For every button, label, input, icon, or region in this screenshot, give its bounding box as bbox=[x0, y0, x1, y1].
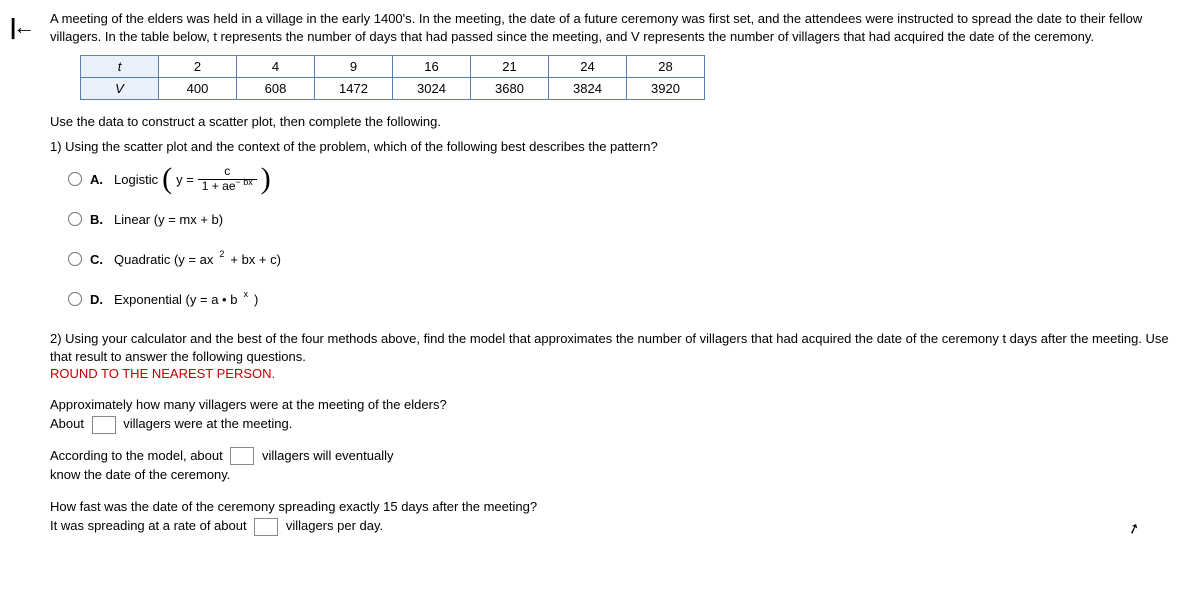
cell-v-2: 1472 bbox=[315, 78, 393, 100]
radio-b[interactable] bbox=[68, 212, 82, 226]
cell-t-1: 4 bbox=[237, 56, 315, 78]
q2c-pre: It was spreading at a rate of about bbox=[50, 518, 247, 533]
row-label-v: V bbox=[81, 78, 159, 100]
q2a-post: villagers were at the meeting. bbox=[123, 416, 292, 431]
option-a[interactable]: A. Logistic ( y = c 1 + ae− bx ) bbox=[68, 162, 1190, 196]
q2c: How fast was the date of the ceremony sp… bbox=[50, 497, 1190, 536]
cell-t-6: 28 bbox=[627, 56, 705, 78]
row-label-t: t bbox=[81, 56, 159, 78]
cell-v-5: 3824 bbox=[549, 78, 627, 100]
opt-c-exp: 2 bbox=[219, 249, 224, 259]
q2-prompt-text: 2) Using your calculator and the best of… bbox=[50, 331, 1169, 364]
option-b-label: Linear (y = mx + b) bbox=[114, 212, 223, 227]
cell-v-0: 400 bbox=[159, 78, 237, 100]
cell-v-1: 608 bbox=[237, 78, 315, 100]
option-d-letter: D. bbox=[90, 292, 106, 307]
cell-v-6: 3920 bbox=[627, 78, 705, 100]
frac-num: c bbox=[220, 165, 234, 178]
q2b-pre: According to the model, about bbox=[50, 448, 223, 463]
q1-options: A. Logistic ( y = c 1 + ae− bx ) bbox=[50, 162, 1190, 316]
option-a-letter: A. bbox=[90, 172, 106, 187]
round-instruction: ROUND TO THE NEAREST PERSON. bbox=[50, 366, 275, 381]
question-content: A meeting of the elders was held in a vi… bbox=[50, 0, 1200, 607]
q2a-pre: About bbox=[50, 416, 84, 431]
q2c-line1: How fast was the date of the ceremony sp… bbox=[50, 499, 537, 514]
opt-c-post: + bx + c) bbox=[230, 252, 281, 267]
q2c-input[interactable] bbox=[254, 518, 278, 536]
opt-c-pre: Quadratic (y = ax bbox=[114, 252, 213, 267]
q2a-line1: Approximately how many villagers were at… bbox=[50, 397, 447, 412]
rparen-icon: ) bbox=[261, 164, 271, 194]
intro-text: A meeting of the elders was held in a vi… bbox=[50, 10, 1190, 45]
den-exp: − bx bbox=[236, 178, 253, 188]
cell-t-4: 21 bbox=[471, 56, 549, 78]
cell-t-5: 24 bbox=[549, 56, 627, 78]
radio-c[interactable] bbox=[68, 252, 82, 266]
cell-v-4: 3680 bbox=[471, 78, 549, 100]
q1-prompt: 1) Using the scatter plot and the contex… bbox=[50, 139, 1190, 154]
option-c-label: Quadratic (y = ax 2 + bx + c) bbox=[114, 252, 281, 267]
q2c-post: villagers per day. bbox=[286, 518, 383, 533]
q2b-input[interactable] bbox=[230, 447, 254, 465]
q2b-line2: know the date of the ceremony. bbox=[50, 467, 230, 482]
q2a: Approximately how many villagers were at… bbox=[50, 395, 1190, 434]
den-e: e bbox=[229, 180, 236, 193]
radio-d[interactable] bbox=[68, 292, 82, 306]
cell-t-0: 2 bbox=[159, 56, 237, 78]
option-a-ypre: y = bbox=[176, 172, 194, 187]
option-b[interactable]: B. Linear (y = mx + b) bbox=[68, 202, 1190, 236]
option-d[interactable]: D. Exponential (y = a • b x) bbox=[68, 282, 1190, 316]
q2b-mid: villagers will eventually bbox=[262, 448, 394, 463]
opt-d-post: ) bbox=[254, 292, 258, 307]
q2a-input[interactable] bbox=[92, 416, 116, 434]
instruction-text: Use the data to construct a scatter plot… bbox=[50, 114, 1190, 129]
frac-den: 1 + ae− bx bbox=[198, 179, 257, 193]
option-a-label: Logistic ( y = c 1 + ae− bx ) bbox=[114, 164, 271, 194]
option-c-letter: C. bbox=[90, 252, 106, 267]
q2-prompt: 2) Using your calculator and the best of… bbox=[50, 330, 1190, 383]
option-b-letter: B. bbox=[90, 212, 106, 227]
cell-v-3: 3024 bbox=[393, 78, 471, 100]
opt-d-exp: x bbox=[243, 289, 248, 299]
q2b: According to the model, about villagers … bbox=[50, 446, 1190, 485]
option-a-name: Logistic bbox=[114, 172, 158, 187]
opt-d-pre: Exponential (y = a • b bbox=[114, 292, 237, 307]
radio-a[interactable] bbox=[68, 172, 82, 186]
option-c[interactable]: C. Quadratic (y = ax 2 + bx + c) bbox=[68, 242, 1190, 276]
cell-t-2: 9 bbox=[315, 56, 393, 78]
logistic-fraction: c 1 + ae− bx bbox=[198, 165, 257, 192]
den-pre: 1 + a bbox=[202, 180, 229, 193]
back-icon[interactable]: |← bbox=[10, 14, 40, 40]
data-table: t 2 4 9 16 21 24 28 V 400 608 1472 3024 … bbox=[80, 55, 705, 100]
cell-t-3: 16 bbox=[393, 56, 471, 78]
lparen-icon: ( bbox=[162, 164, 172, 194]
option-d-label: Exponential (y = a • b x) bbox=[114, 292, 258, 307]
